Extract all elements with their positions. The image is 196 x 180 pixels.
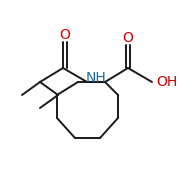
Text: O: O — [60, 28, 70, 42]
Text: OH: OH — [156, 75, 177, 89]
Text: O: O — [122, 31, 133, 45]
Text: NH: NH — [86, 71, 106, 85]
